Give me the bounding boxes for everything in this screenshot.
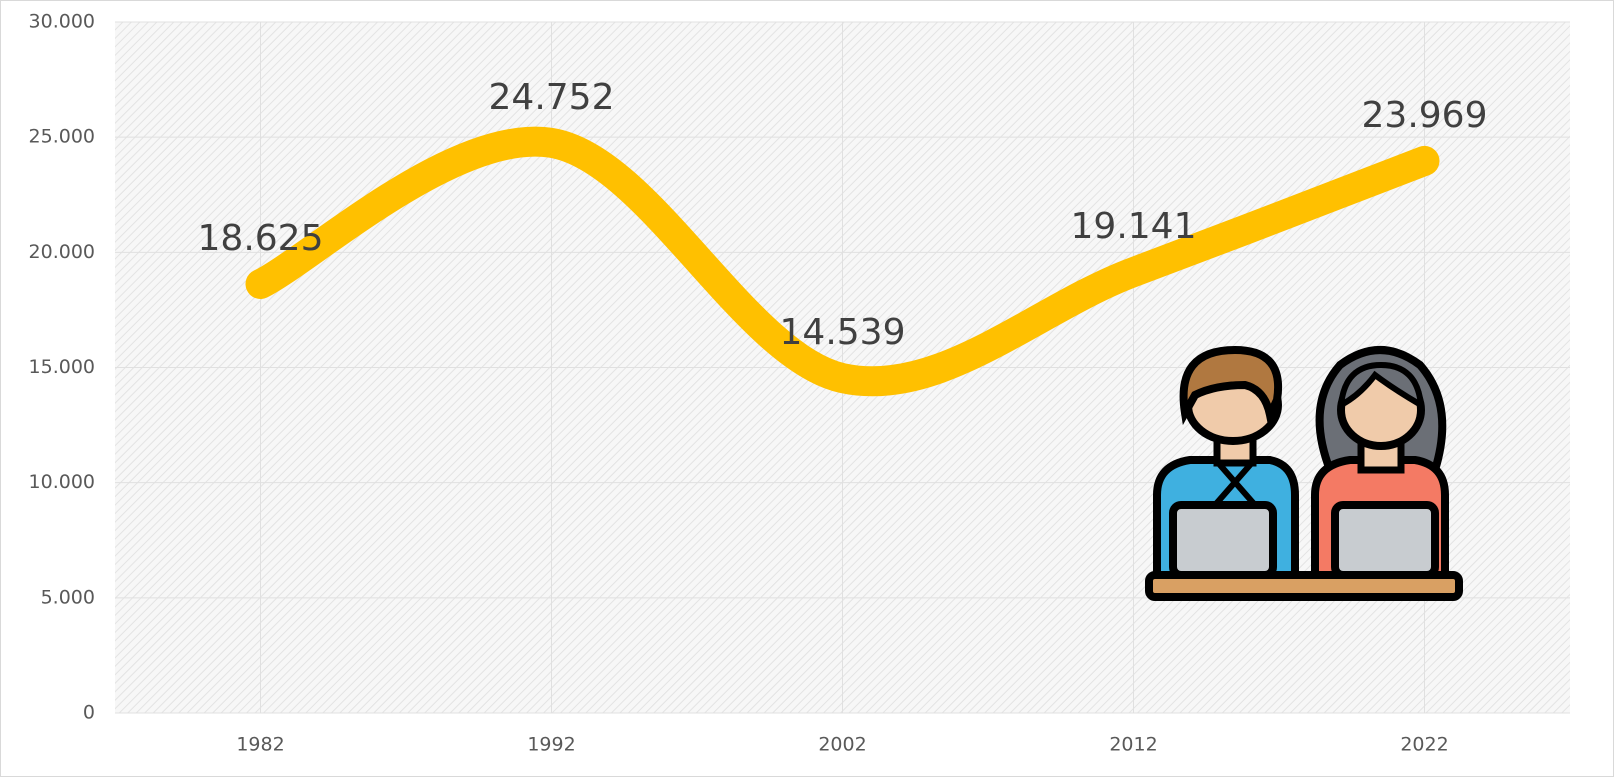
chart: 0 5.000 10.000 15.000 20.000 25.000 30.000 1982…	[0, 0, 1614, 777]
x-tick-label: 2022	[1400, 734, 1448, 756]
y-tick-label: 25.000	[29, 126, 95, 148]
x-tick-label: 1982	[236, 734, 284, 756]
data-label: 18.625	[198, 218, 324, 259]
data-label: 23.969	[1362, 95, 1488, 136]
y-tick-label: 0	[83, 702, 95, 724]
y-tick-label: 10.000	[29, 471, 95, 493]
x-tick-label: 1992	[527, 734, 575, 756]
data-label: 19.141	[1071, 206, 1197, 247]
data-label: 24.752	[489, 77, 615, 118]
data-label: 14.539	[780, 312, 906, 353]
x-tick-label: 2012	[1109, 734, 1157, 756]
y-tick-label: 20.000	[29, 241, 95, 263]
x-tick-label: 2002	[818, 734, 866, 756]
y-tick-label: 30.000	[29, 11, 95, 33]
y-tick-label: 5.000	[41, 586, 95, 608]
y-tick-label: 15.000	[29, 356, 95, 378]
